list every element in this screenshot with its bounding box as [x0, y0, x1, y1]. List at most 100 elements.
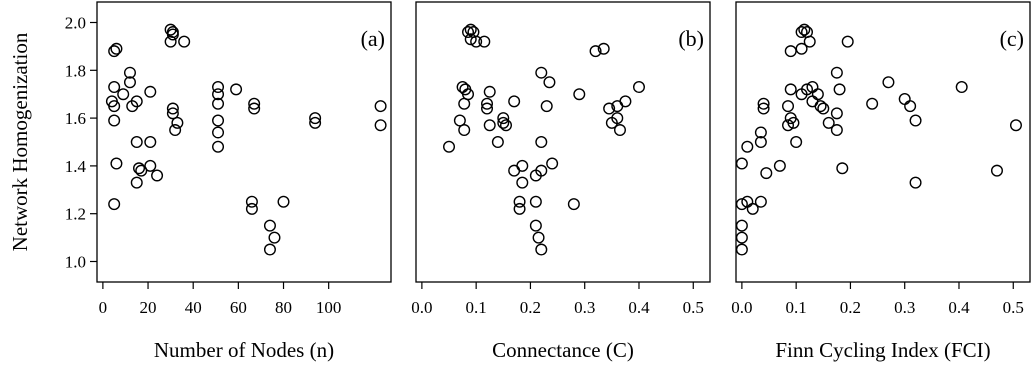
y-tick-label: 1.2 — [65, 205, 86, 224]
data-point — [814, 100, 827, 113]
x-tick-label: 100 — [316, 298, 342, 317]
data-point — [904, 100, 917, 113]
data-point — [573, 88, 586, 101]
panel-label: (b) — [678, 26, 704, 51]
data-point — [263, 243, 276, 256]
data-point — [478, 35, 491, 48]
data-point — [248, 102, 261, 115]
data-point — [741, 140, 754, 153]
data-point — [830, 66, 843, 79]
data-point — [117, 88, 130, 101]
data-point — [882, 76, 895, 89]
data-point — [108, 114, 121, 127]
data-point — [735, 231, 748, 244]
data-point — [782, 100, 795, 113]
data-point — [830, 124, 843, 137]
data-point — [135, 164, 148, 177]
data-point — [110, 42, 123, 55]
data-point — [151, 169, 164, 182]
data-point — [754, 195, 767, 208]
data-point — [535, 243, 548, 256]
data-point — [178, 35, 191, 48]
data-point — [453, 114, 466, 127]
data-point — [1009, 119, 1022, 132]
data-point — [909, 114, 922, 127]
data-point — [263, 219, 276, 232]
x-tick-label: 0.5 — [683, 298, 704, 317]
data-point — [760, 167, 773, 180]
y-tick-label: 1.0 — [65, 253, 86, 272]
data-point — [508, 95, 521, 108]
data-point — [546, 157, 559, 170]
data-point — [773, 159, 786, 172]
plot-frame — [735, 1, 1031, 283]
data-point — [757, 97, 770, 110]
data-point — [500, 119, 513, 132]
x-tick-label: 0.0 — [731, 298, 752, 317]
data-point — [543, 76, 556, 89]
data-point — [803, 35, 816, 48]
data-point — [166, 102, 179, 115]
data-point — [110, 157, 123, 170]
x-tick-label: 0.1 — [466, 298, 487, 317]
data-point — [464, 23, 477, 36]
data-point — [374, 100, 387, 113]
data-point — [787, 116, 800, 129]
data-point — [529, 219, 542, 232]
data-point — [248, 97, 261, 110]
data-point — [603, 102, 616, 115]
data-point — [990, 164, 1003, 177]
data-point — [230, 83, 243, 96]
data-point — [784, 83, 797, 96]
data-point — [497, 112, 510, 125]
data-point — [508, 164, 521, 177]
x-tick-label: 0.3 — [894, 298, 915, 317]
data-point — [166, 26, 179, 39]
data-point — [481, 102, 494, 115]
data-point — [212, 81, 225, 94]
x-axis-title: Connectance (C) — [492, 338, 634, 362]
data-point — [245, 195, 258, 208]
data-point — [529, 195, 542, 208]
data-point — [212, 114, 225, 127]
data-point — [464, 33, 477, 46]
x-tick-label: 0.0 — [411, 298, 432, 317]
x-axis-title: Finn Cycling Index (FCI) — [775, 338, 990, 362]
x-tick-label: 0.3 — [574, 298, 595, 317]
data-point — [757, 102, 770, 115]
data-point — [790, 135, 803, 148]
data-point — [245, 202, 258, 215]
data-point — [795, 42, 808, 55]
y-axis-title: Network Homogenization — [8, 32, 32, 251]
data-point — [798, 23, 811, 36]
data-point — [898, 92, 911, 105]
data-point — [513, 202, 526, 215]
data-point — [754, 135, 767, 148]
data-point — [801, 83, 814, 96]
data-point — [458, 97, 471, 110]
data-point — [309, 112, 322, 125]
data-point — [144, 85, 157, 98]
data-point — [516, 176, 529, 189]
data-point — [513, 195, 526, 208]
data-point — [108, 198, 121, 211]
data-point — [535, 66, 548, 79]
data-point — [462, 26, 475, 39]
x-tick-label: 0.5 — [1003, 298, 1024, 317]
data-point — [754, 126, 767, 139]
data-point — [866, 97, 879, 110]
x-tick-label: 0 — [99, 298, 108, 317]
data-point — [822, 116, 835, 129]
panel-label: (c) — [1000, 26, 1024, 51]
data-point — [782, 119, 795, 132]
x-tick-label: 40 — [185, 298, 202, 317]
x-tick-label: 80 — [275, 298, 292, 317]
data-point — [470, 35, 483, 48]
data-point — [535, 135, 548, 148]
data-point — [108, 45, 121, 58]
data-point — [567, 198, 580, 211]
data-point — [144, 135, 157, 148]
x-tick-label: 0.2 — [840, 298, 861, 317]
data-point — [955, 81, 968, 94]
data-point — [483, 85, 496, 98]
